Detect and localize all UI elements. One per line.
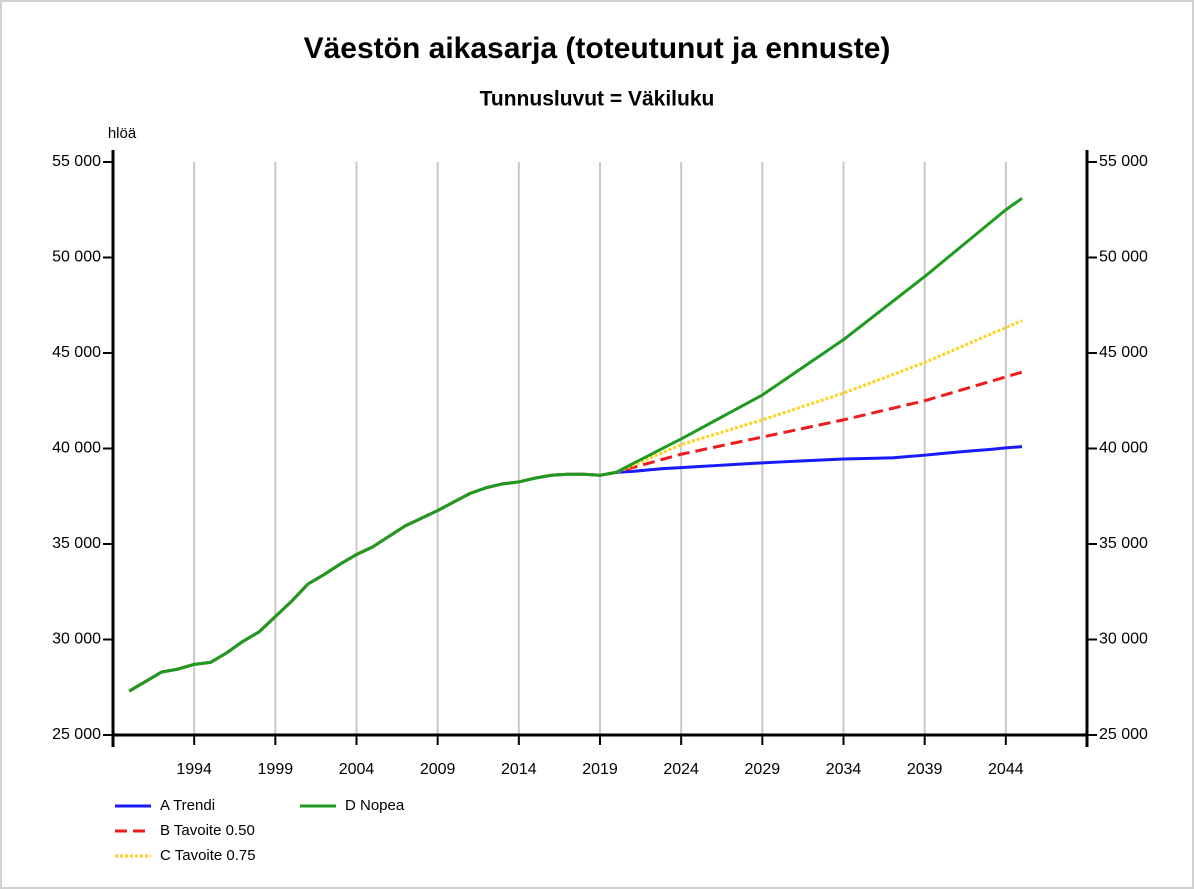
y-tick-label-right: 40 000: [1099, 440, 1148, 457]
x-tick-label: 1999: [258, 761, 294, 778]
y-tick-label-right: 30 000: [1099, 631, 1148, 648]
y-tick-label-right: 50 000: [1099, 249, 1148, 266]
x-tick-label: 2044: [988, 761, 1024, 778]
y-tick-label-right: 25 000: [1099, 726, 1148, 743]
x-tick-label: 2029: [745, 761, 781, 778]
x-tick-label: 2009: [420, 761, 456, 778]
legend-label: A Trendi: [160, 797, 215, 814]
y-tick-label-right: 45 000: [1099, 344, 1148, 361]
chart-title: Väestön aikasarja (toteutunut ja ennuste…: [304, 32, 891, 65]
chart-subtitle: Tunnusluvut = Väkiluku: [480, 88, 715, 111]
x-tick-label: 1994: [176, 761, 212, 778]
y-tick-label: 25 000: [52, 726, 101, 743]
legend-label: D Nopea: [345, 797, 405, 814]
legend-label: B Tavoite 0.50: [160, 822, 255, 839]
y-axis-label: hlöä: [108, 125, 137, 142]
y-tick-label: 45 000: [52, 344, 101, 361]
x-tick-label: 2014: [501, 761, 537, 778]
y-tick-label: 35 000: [52, 535, 101, 552]
y-tick-label-right: 55 000: [1099, 153, 1148, 170]
x-tick-label: 2019: [582, 761, 618, 778]
x-tick-label: 2004: [339, 761, 375, 778]
y-tick-label: 30 000: [52, 631, 101, 648]
series-line: [128, 197, 1023, 693]
x-tick-label: 2039: [907, 761, 943, 778]
y-tick-label: 55 000: [52, 153, 101, 170]
y-tick-label: 40 000: [52, 440, 101, 457]
x-tick-label: 2034: [826, 761, 862, 778]
legend-label: C Tavoite 0.75: [160, 847, 256, 864]
y-tick-label-right: 35 000: [1099, 535, 1148, 552]
x-tick-label: 2024: [663, 761, 699, 778]
y-tick-label: 50 000: [52, 249, 101, 266]
